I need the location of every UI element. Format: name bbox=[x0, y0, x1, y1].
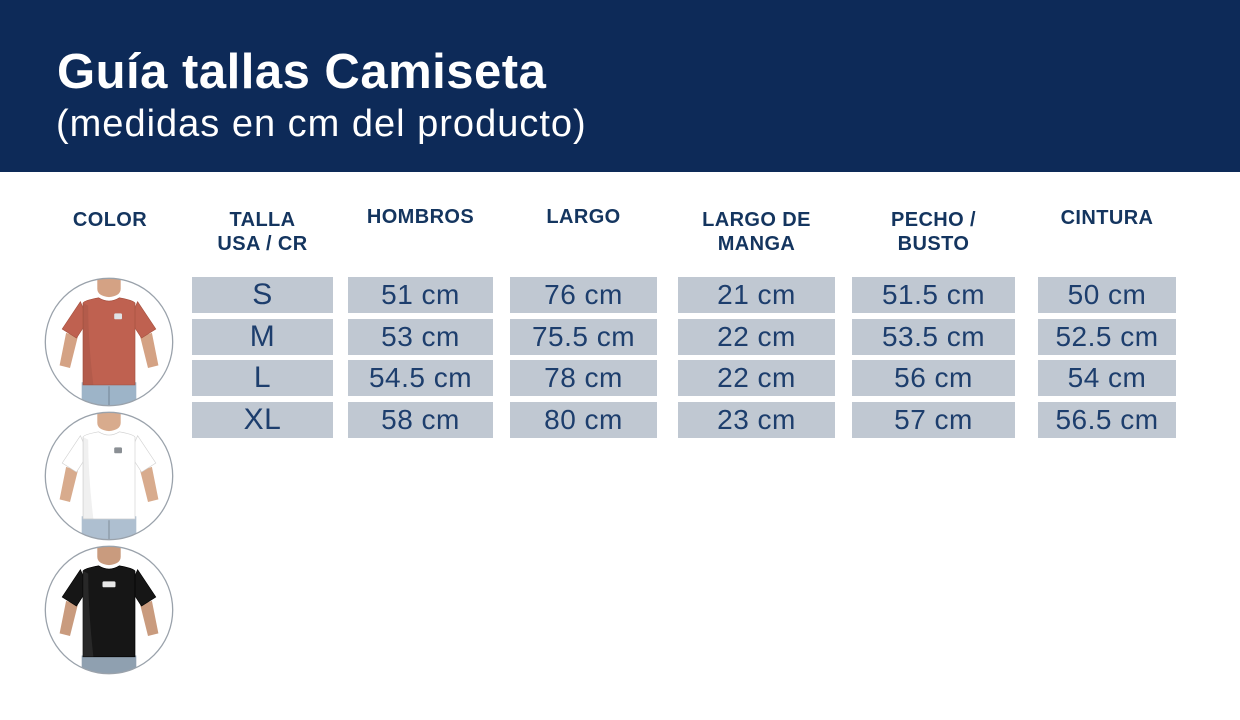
cell-hombros-s: 51 cm bbox=[348, 277, 493, 313]
cell-pecho-busto-l: 56 cm bbox=[852, 360, 1015, 396]
column-header-cintura: CINTURA bbox=[1060, 207, 1154, 229]
column-header-hombros: HOMBROS bbox=[366, 206, 475, 228]
column-header-color: COLOR bbox=[72, 209, 148, 231]
tshirt-white-illustration bbox=[44, 411, 174, 541]
cell-pecho-busto-m: 53.5 cm bbox=[852, 319, 1015, 355]
page-subtitle: (medidas en cm del producto) bbox=[56, 103, 587, 145]
column-header-pecho-busto: PECHO / BUSTO bbox=[890, 209, 977, 255]
cell-largo-s: 76 cm bbox=[510, 277, 657, 313]
cell-cintura-s: 50 cm bbox=[1038, 277, 1176, 313]
cell-hombros-xl: 58 cm bbox=[348, 402, 493, 438]
header-banner: Guía tallas Camiseta (medidas en cm del … bbox=[0, 0, 1240, 172]
column-header-largo: LARGO bbox=[546, 206, 621, 228]
cell-size-l: L bbox=[192, 360, 333, 396]
cell-largo-l: 78 cm bbox=[510, 360, 657, 396]
cell-hombros-m: 53 cm bbox=[348, 319, 493, 355]
cell-largo-m: 75.5 cm bbox=[510, 319, 657, 355]
cell-largo-xl: 80 cm bbox=[510, 402, 657, 438]
cell-size-xl: XL bbox=[192, 402, 333, 438]
column-header-largo-de-manga: LARGO DE MANGA bbox=[702, 209, 811, 255]
column-header-talla-usa-cr: TALLA USA / CR bbox=[217, 209, 308, 255]
cell-size-m: M bbox=[192, 319, 333, 355]
cell-cintura-m: 52.5 cm bbox=[1038, 319, 1176, 355]
photo-circle-border bbox=[44, 277, 174, 407]
photo-circle-border bbox=[44, 411, 174, 541]
cell-largo-manga-m: 22 cm bbox=[678, 319, 835, 355]
cell-pecho-busto-s: 51.5 cm bbox=[852, 277, 1015, 313]
cell-cintura-l: 54 cm bbox=[1038, 360, 1176, 396]
tshirt-photo-white bbox=[44, 411, 174, 541]
cell-largo-manga-l: 22 cm bbox=[678, 360, 835, 396]
page-title: Guía tallas Camiseta bbox=[57, 45, 547, 99]
tshirt-photo-black bbox=[44, 545, 174, 675]
cell-largo-manga-s: 21 cm bbox=[678, 277, 835, 313]
cell-size-s: S bbox=[192, 277, 333, 313]
tshirt-black-illustration bbox=[44, 545, 174, 675]
cell-pecho-busto-xl: 57 cm bbox=[852, 402, 1015, 438]
cell-cintura-xl: 56.5 cm bbox=[1038, 402, 1176, 438]
cell-largo-manga-xl: 23 cm bbox=[678, 402, 835, 438]
photo-circle-border bbox=[44, 545, 174, 675]
tshirt-terracotta-illustration bbox=[44, 277, 174, 407]
tshirt-photo-terracotta bbox=[44, 277, 174, 407]
cell-hombros-l: 54.5 cm bbox=[348, 360, 493, 396]
